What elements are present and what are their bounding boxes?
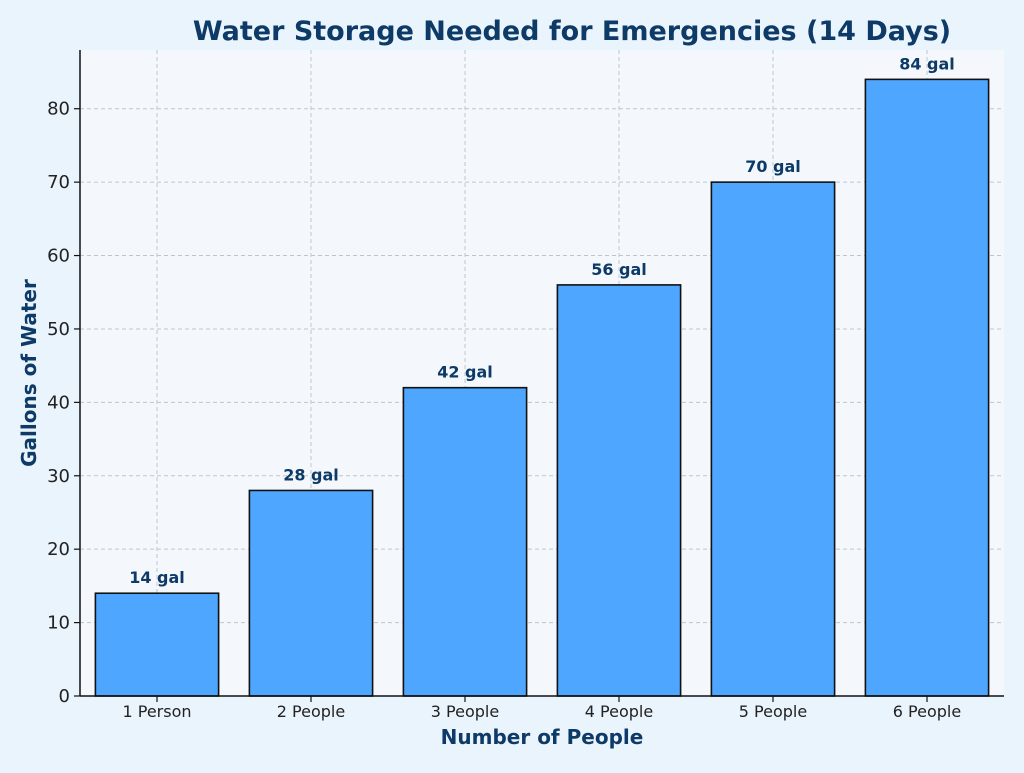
x-tick-label: 6 People (893, 702, 961, 721)
y-tick-label: 40 (47, 392, 70, 413)
x-tick-label: 3 People (431, 702, 499, 721)
bar (864, 78, 990, 697)
bar (94, 592, 220, 697)
axes (79, 50, 1004, 697)
data-label: 56 gal (591, 260, 647, 279)
bar (402, 386, 528, 697)
data-label: 84 gal (899, 54, 955, 73)
y-tick-label: 10 (47, 613, 70, 634)
x-tick-label: 4 People (585, 702, 653, 721)
y-tick-label: 60 (47, 246, 70, 267)
plot-area (80, 50, 1004, 696)
y-tick-label: 80 (47, 99, 70, 120)
bar (556, 284, 682, 697)
y-tick-label: 70 (47, 172, 70, 193)
y-tick-label: 0 (59, 686, 70, 707)
data-label: 28 gal (283, 465, 339, 484)
bar (248, 489, 374, 697)
x-axis-label: Number of People (441, 725, 644, 749)
data-label: 14 gal (129, 568, 185, 587)
bars (94, 78, 990, 697)
bar (710, 181, 836, 697)
y-axis-label: Gallons of Water (17, 279, 41, 467)
chart-title: Water Storage Needed for Emergencies (14… (193, 16, 951, 47)
data-label: 70 gal (745, 157, 801, 176)
data-label: 42 gal (437, 363, 493, 382)
x-tick-label: 2 People (277, 702, 345, 721)
y-tick-label: 50 (47, 319, 70, 340)
data-labels: 14 gal 28 gal 42 gal 56 gal 70 gal 84 gal (129, 54, 955, 587)
x-tick-label: 5 People (739, 702, 807, 721)
x-tick-label: 1 Person (122, 702, 191, 721)
y-tick-label: 20 (47, 539, 70, 560)
tick-labels: 0 10 20 30 40 50 60 70 80 1 Person 2 People 3 Peopl… (47, 99, 961, 721)
y-tick-label: 30 (47, 466, 70, 487)
